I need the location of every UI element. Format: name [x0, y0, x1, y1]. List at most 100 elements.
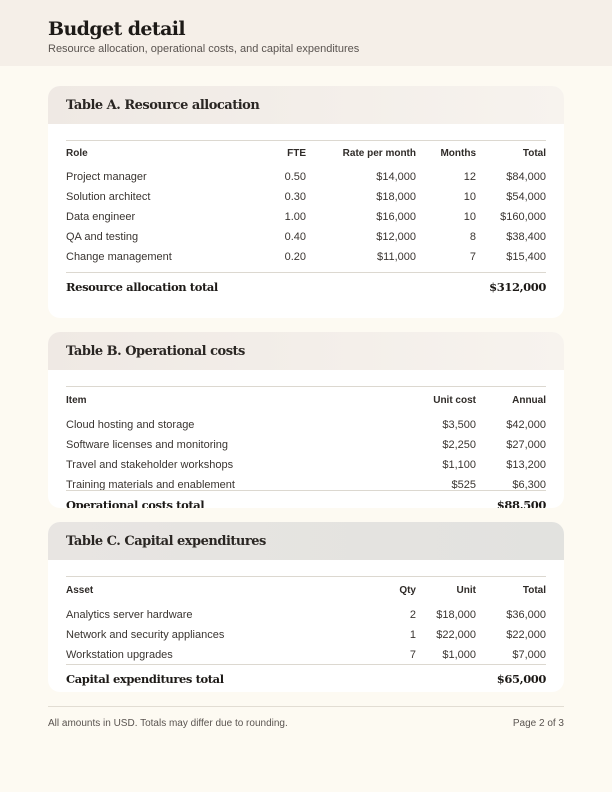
data-table: Role FTE Rate per month Months Total Project …: [66, 140, 546, 267]
footnote: All amounts in USD. Totals may differ du…: [48, 718, 288, 729]
page-title: Budget detail: [48, 18, 186, 40]
table-cell: $16,000: [376, 210, 416, 223]
column-header: Qty: [399, 585, 416, 597]
table-row: Analytics server hardware 2 $18,000 $36,000: [66, 605, 546, 625]
table-cell: $3,500: [442, 418, 476, 431]
table-cell: 7: [409, 648, 416, 661]
table-cell: $525: [451, 478, 476, 491]
table-cell: 0.30: [284, 190, 306, 203]
total-row: Resource allocation total $312,000: [66, 271, 546, 302]
table-cell: 0.50: [284, 170, 306, 183]
table-row: Data engineer 1.00 $16,000 10 $160,000: [66, 207, 546, 227]
table-cell: Workstation upgrades: [66, 648, 173, 661]
table-cell: 7: [469, 250, 476, 263]
table-cell: Project manager: [66, 170, 147, 183]
table-cell: 0.40: [284, 230, 306, 243]
table-row: Network and security appliances 1 $22,000 $…: [66, 625, 546, 645]
table-cell: 8: [469, 230, 476, 243]
footer-divider: [48, 706, 564, 707]
resource-allocation-card: Table A. Resource allocation Role FTE Rate …: [48, 86, 564, 318]
table-cell: $27,000: [506, 438, 546, 451]
table-cell: 0.20: [284, 250, 306, 263]
total-value: $65,000: [496, 672, 547, 686]
total-row: Capital expenditures total $65,000: [66, 663, 547, 692]
column-header: Role: [66, 148, 88, 160]
column-header: Asset: [66, 585, 94, 597]
table-cell: 12: [463, 170, 476, 183]
table-cell: $36,000: [506, 608, 546, 621]
table-cell: $1,000: [442, 648, 476, 661]
table-cell: $11,000: [377, 250, 416, 263]
table-cell: Cloud hosting and storage: [66, 418, 195, 431]
table-row: Solution architect 0.30 $18,000 10 $54,000: [66, 187, 546, 207]
table-cell: $22,000: [436, 628, 476, 641]
table-cell: $12,000: [376, 230, 416, 243]
table-cell: $13,200: [506, 458, 546, 471]
table-cell: $14,000: [376, 170, 416, 183]
table-cell: Change management: [66, 250, 172, 263]
table-row: Travel and stakeholder workshops $1,100 $1…: [66, 455, 546, 475]
table-cell: 10: [463, 210, 476, 223]
column-header: Unit: [456, 585, 476, 597]
table-header-row: Item Unit cost Annual: [66, 387, 546, 415]
total-row: Operational costs total $88,500: [66, 489, 547, 508]
table-header-row: Role FTE Rate per month Months Total: [66, 141, 546, 167]
table-cell: $2,250: [442, 438, 476, 451]
table-cell: Data engineer: [66, 210, 136, 223]
table-cell: $7,000: [512, 648, 546, 661]
table-cell: Software licenses and monitoring: [66, 438, 229, 451]
table-cell: $18,000: [376, 190, 416, 203]
table-cell: 1.00: [284, 210, 306, 223]
column-header: Rate per month: [342, 148, 416, 160]
table-row: Change management 0.20 $11,000 7 $15,400: [66, 247, 546, 267]
card-header: Table C. Capital expenditures: [48, 522, 564, 560]
table-cell: QA and testing: [66, 230, 139, 243]
table-cell: Travel and stakeholder workshops: [66, 458, 234, 471]
table-cell: $1,100: [442, 458, 476, 471]
table-cell: $22,000: [506, 628, 546, 641]
table-cell: $54,000: [506, 190, 546, 203]
page-number: Page 2 of 3: [512, 718, 564, 729]
table-cell: $42,000: [506, 418, 546, 431]
table-cell: $160,000: [500, 210, 546, 223]
table-row: Project manager 0.50 $14,000 12 $84,000: [66, 167, 546, 187]
table-cell: $6,300: [512, 478, 546, 491]
table-row: Software licenses and monitoring $2,250 $2…: [66, 435, 546, 455]
table-cell: $15,400: [506, 250, 546, 263]
table-header-row: Asset Qty Unit Total: [66, 577, 546, 605]
table-title: Table C. Capital expenditures: [66, 533, 266, 549]
capital-expenditures-card: Table C. Capital expenditures Asset Qty Uni…: [48, 522, 564, 692]
table-cell: $84,000: [506, 170, 546, 183]
table-cell: 1: [409, 628, 416, 641]
table-title: Table A. Resource allocation: [66, 97, 260, 113]
table-row: Training materials and enablement $525 $6,…: [66, 475, 546, 495]
total-value: $88,500: [496, 498, 547, 508]
card-header: Table B. Operational costs: [48, 332, 564, 370]
data-table: Item Unit cost Annual Cloud hosting and sto…: [66, 386, 546, 495]
column-header: Unit cost: [433, 395, 476, 407]
operational-costs-card: Table B. Operational costs Item Unit cost A…: [48, 332, 564, 508]
column-header: FTE: [287, 148, 306, 160]
table-title: Table B. Operational costs: [66, 343, 245, 359]
table-cell: 10: [463, 190, 476, 203]
table-cell: Training materials and enablement: [66, 478, 235, 491]
column-header: Total: [522, 148, 546, 160]
table-cell: Network and security appliances: [66, 628, 225, 641]
table-row: QA and testing 0.40 $12,000 8 $38,400: [66, 227, 546, 247]
header-band: [0, 0, 612, 66]
table-row: Workstation upgrades 7 $1,000 $7,000: [66, 645, 546, 665]
table-row: Cloud hosting and storage $3,500 $42,000: [66, 415, 546, 435]
data-table: Asset Qty Unit Total Analytics server hardwa…: [66, 576, 546, 665]
table-cell: Analytics server hardware: [66, 608, 193, 621]
total-label: Operational costs total: [66, 498, 205, 508]
total-label: Capital expenditures total: [66, 672, 224, 686]
column-header: Months: [440, 148, 476, 160]
column-header: Annual: [512, 395, 546, 407]
total-value: $312,000: [489, 280, 546, 294]
table-cell: $38,400: [506, 230, 546, 243]
column-header: Item: [66, 395, 87, 407]
total-label: Resource allocation total: [66, 280, 218, 294]
table-cell: 2: [409, 608, 416, 621]
table-cell: Solution architect: [66, 190, 151, 203]
column-header: Total: [522, 585, 546, 597]
